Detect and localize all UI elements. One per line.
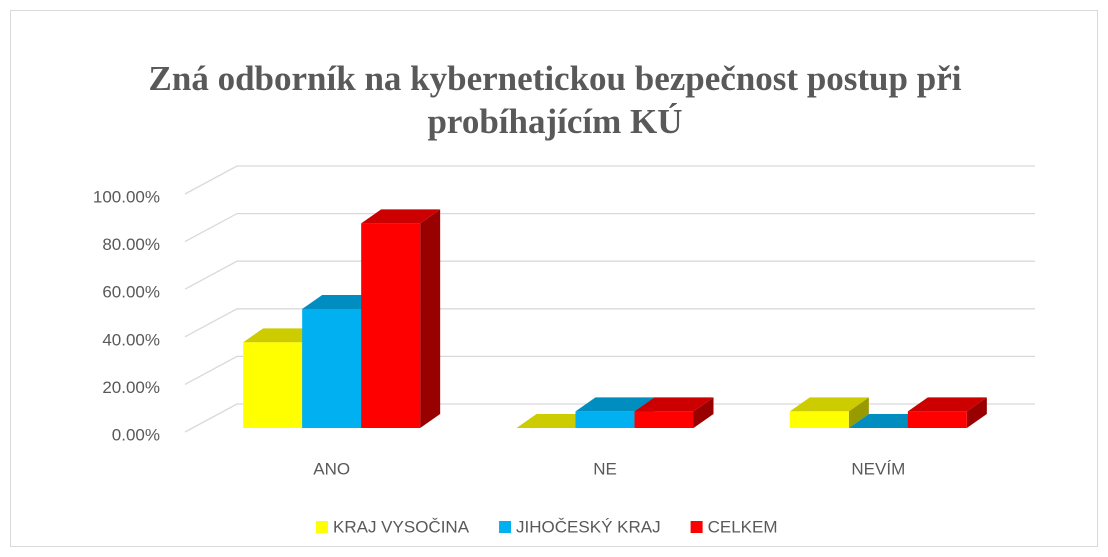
- bar-side: [848, 397, 869, 428]
- legend-label: JIHOČESKÝ KRAJ: [516, 517, 661, 536]
- bar-front: [243, 342, 303, 428]
- grid-line: [184, 403, 1035, 433]
- bar-side: [693, 397, 714, 428]
- legend-label: CELKEM: [708, 517, 778, 536]
- grid-line: [184, 165, 1035, 195]
- bar: [361, 209, 441, 428]
- bar-front: [789, 411, 849, 428]
- legend-swatch: [499, 521, 512, 533]
- bar-front: [361, 223, 421, 428]
- x-tick-label: NE: [593, 459, 617, 478]
- bar-side: [966, 397, 987, 428]
- bar-front: [575, 411, 635, 428]
- bar-front: [302, 309, 362, 428]
- y-tick-label: 0.00%: [112, 425, 160, 444]
- grid-line: [184, 355, 1035, 385]
- bar-front: [907, 411, 967, 428]
- bar-top: [361, 209, 441, 224]
- bar: [634, 397, 714, 428]
- legend-swatch: [316, 521, 328, 533]
- x-tick-label: ANO: [313, 459, 350, 478]
- y-tick-label: 40.00%: [102, 330, 160, 349]
- chart-border: [10, 10, 1098, 547]
- bar-top: [634, 397, 714, 412]
- y-tick-label: 80.00%: [102, 235, 160, 254]
- y-tick-label: 100.00%: [93, 187, 160, 206]
- grid-line: [184, 308, 1035, 338]
- bar-side: [420, 209, 441, 428]
- bar-front: [634, 411, 694, 428]
- x-tick-label: NEVÍM: [851, 459, 905, 478]
- chart-title: Zná odborník na kybernetickou bezpečnost…: [149, 59, 962, 141]
- bar: [907, 397, 987, 428]
- y-tick-label: 60.00%: [102, 283, 160, 302]
- legend-swatch: [690, 521, 703, 533]
- bar: [789, 397, 869, 428]
- bar-top: [575, 397, 655, 412]
- bar-top: [907, 397, 987, 412]
- legend-label: KRAJ VYSOČINA: [333, 517, 470, 536]
- grid-line: [184, 260, 1035, 290]
- grid-line: [184, 212, 1035, 243]
- bar-top: [789, 397, 869, 412]
- y-tick-label: 20.00%: [102, 378, 160, 397]
